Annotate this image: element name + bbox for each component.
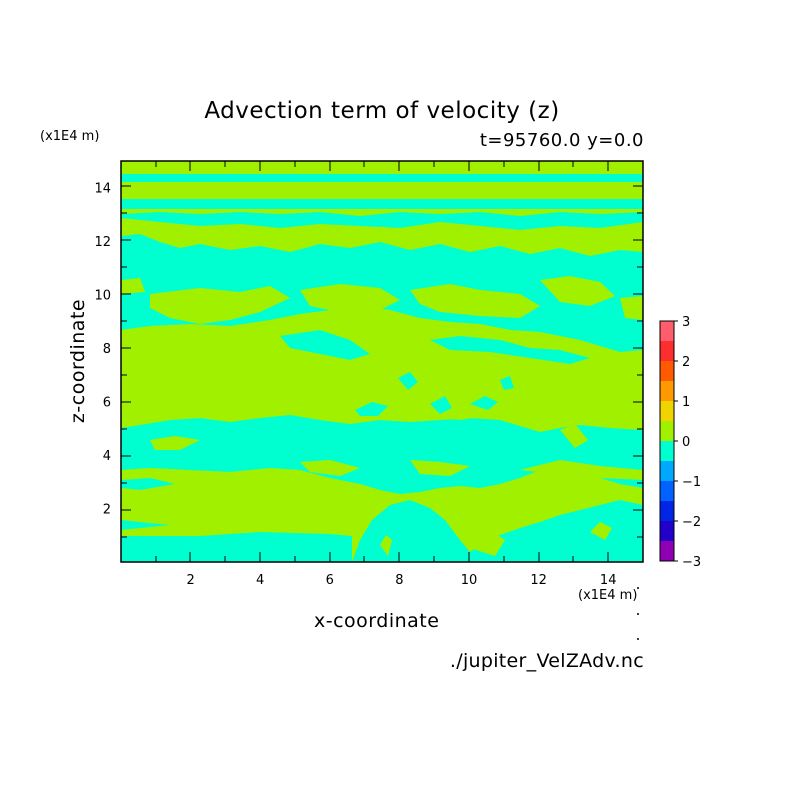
y-axis-ticks <box>121 185 643 538</box>
colorbar-swatch <box>660 401 674 421</box>
colorbar-tick-label: −3 <box>682 555 701 570</box>
y-tick-label: 12 <box>94 235 111 250</box>
colorbar-tick-label: −1 <box>682 475 701 490</box>
x-tick-label: 14 <box>600 573 617 588</box>
x-tick-label: 10 <box>461 573 478 588</box>
y-tick-label: 2 <box>103 503 111 518</box>
colorbar-swatch <box>660 361 674 381</box>
colorbar-swatch <box>660 541 674 561</box>
contour-field <box>121 161 643 562</box>
colorbar-tick-label: 2 <box>682 355 690 370</box>
y-axis-unit: (x1E4 m) <box>40 129 100 144</box>
source-file-label: ./jupiter_VelZAdv.nc <box>449 650 644 672</box>
colorbar-tick-label: −2 <box>682 515 701 530</box>
x-tick-label: 12 <box>530 573 547 588</box>
x-tick-label: 2 <box>186 573 194 588</box>
marker-dots <box>637 587 639 640</box>
chart-title: Advection term of velocity (z) <box>204 98 560 124</box>
colorbar-tick-label: 1 <box>682 395 690 410</box>
y-tick-label: 10 <box>94 289 111 304</box>
colorbar-swatch <box>660 321 674 341</box>
y-axis-label: z-coordinate <box>67 298 89 424</box>
y-tick-labels: 2 4 6 8 10 12 14 <box>94 182 111 518</box>
y-tick-label: 6 <box>103 396 111 411</box>
y-tick-label: 8 <box>103 342 111 357</box>
colorbar-swatch <box>660 341 674 361</box>
chart-subtitle: t=95760.0 y=0.0 <box>479 130 644 151</box>
colorbar-swatch <box>660 481 674 501</box>
colorbar-swatch <box>660 501 674 521</box>
colorbar: 3 2 1 0 −1 −2 −3 <box>659 315 701 570</box>
colorbar-swatch <box>660 461 674 481</box>
y-tick-label: 4 <box>103 449 111 464</box>
plot-frame <box>120 160 644 563</box>
colorbar-tick-label: 3 <box>682 315 690 330</box>
x-tick-label: 4 <box>256 573 264 588</box>
y-tick-label: 14 <box>94 182 111 197</box>
colorbar-swatch <box>660 381 674 401</box>
colorbar-swatch <box>660 421 674 441</box>
x-tick-label: 6 <box>326 573 334 588</box>
x-axis-ticks <box>155 161 609 562</box>
colorbar-swatch <box>660 521 674 541</box>
negative-regions <box>121 174 643 562</box>
colorbar-swatch <box>660 441 674 461</box>
x-tick-label: 8 <box>395 573 403 588</box>
colorbar-tick-label: 0 <box>682 435 690 450</box>
x-axis-label: x-coordinate <box>314 610 440 632</box>
x-axis-unit: (x1E4 m) <box>578 588 638 603</box>
x-tick-labels: 2 4 6 8 10 12 14 <box>186 573 616 588</box>
